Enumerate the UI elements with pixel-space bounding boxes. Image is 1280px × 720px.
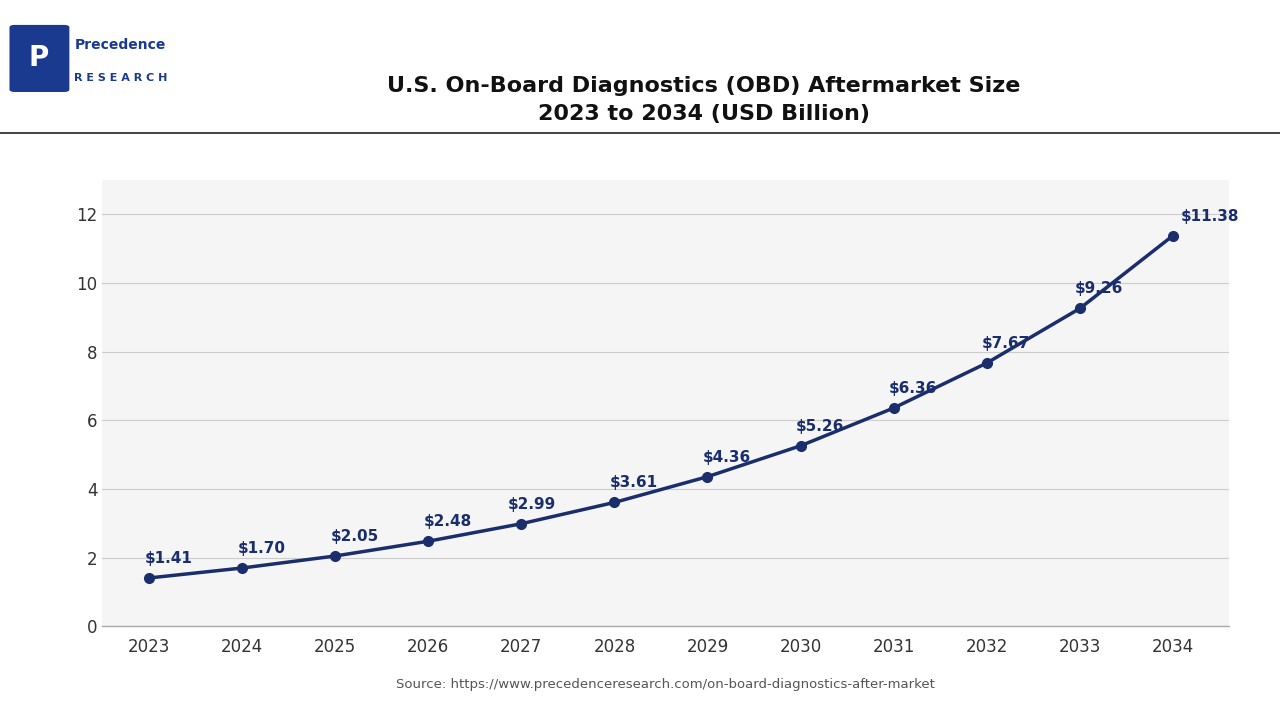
Text: $2.05: $2.05 <box>330 529 379 544</box>
Text: R E S E A R C H: R E S E A R C H <box>74 73 168 83</box>
Text: $7.67: $7.67 <box>982 336 1030 351</box>
Text: Precedence: Precedence <box>74 37 165 52</box>
Text: U.S. On-Board Diagnostics (OBD) Aftermarket Size
2023 to 2034 (USD Billion): U.S. On-Board Diagnostics (OBD) Aftermar… <box>388 76 1020 124</box>
Text: $11.38: $11.38 <box>1180 209 1239 224</box>
Text: Source: https://www.precedenceresearch.com/on-board-diagnostics-after-market: Source: https://www.precedenceresearch.c… <box>397 678 934 691</box>
Text: $4.36: $4.36 <box>703 450 751 464</box>
Text: $1.70: $1.70 <box>237 541 285 556</box>
Text: $1.41: $1.41 <box>145 551 192 566</box>
Text: $2.48: $2.48 <box>424 514 472 529</box>
FancyBboxPatch shape <box>9 25 69 92</box>
Text: $9.26: $9.26 <box>1075 282 1124 297</box>
Text: $3.61: $3.61 <box>609 475 658 490</box>
Text: P: P <box>28 44 49 71</box>
Text: $6.36: $6.36 <box>890 381 937 396</box>
Text: $5.26: $5.26 <box>796 419 845 433</box>
Text: $2.99: $2.99 <box>507 497 556 512</box>
